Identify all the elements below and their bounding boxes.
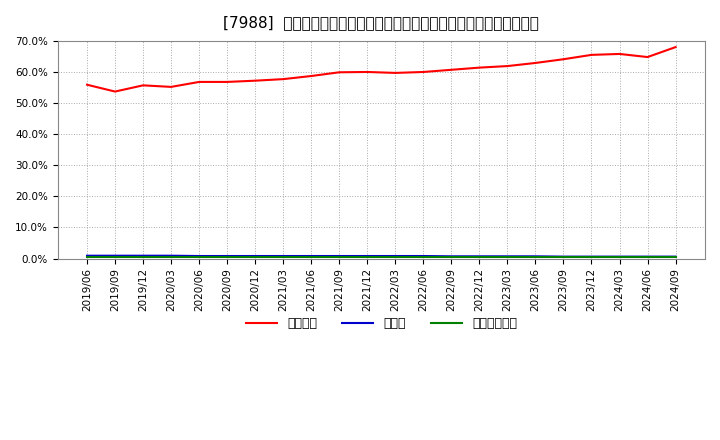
自己資本 <box>671 44 680 50</box>
繰延税金資産 <box>83 254 91 260</box>
のれん <box>307 253 315 259</box>
のれん <box>559 254 568 259</box>
繰延税金資産 <box>251 254 259 260</box>
繰延税金資産 <box>419 254 428 260</box>
自己資本 <box>391 70 400 76</box>
自己資本 <box>195 79 204 84</box>
繰延税金資産 <box>307 254 315 260</box>
自己資本 <box>447 67 456 73</box>
のれん <box>588 254 596 259</box>
繰延税金資産 <box>615 254 624 260</box>
繰延税金資産 <box>503 254 512 260</box>
のれん <box>222 253 231 259</box>
のれん <box>419 253 428 259</box>
のれん <box>195 253 204 259</box>
自己資本 <box>335 70 343 75</box>
繰延税金資産 <box>475 254 484 260</box>
自己資本 <box>111 89 120 94</box>
繰延税金資産 <box>363 254 372 260</box>
のれん <box>531 254 540 259</box>
自己資本 <box>363 70 372 75</box>
自己資本 <box>643 55 652 60</box>
Line: のれん: のれん <box>87 256 675 257</box>
自己資本 <box>615 51 624 57</box>
自己資本 <box>419 70 428 75</box>
のれん <box>111 253 120 258</box>
のれん <box>363 253 372 259</box>
繰延税金資産 <box>222 254 231 260</box>
のれん <box>83 253 91 258</box>
自己資本 <box>167 84 176 89</box>
自己資本 <box>531 60 540 66</box>
繰延税金資産 <box>167 254 176 260</box>
のれん <box>279 253 287 259</box>
自己資本 <box>83 82 91 88</box>
自己資本 <box>588 52 596 58</box>
Line: 自己資本: 自己資本 <box>87 47 675 92</box>
繰延税金資産 <box>447 254 456 260</box>
のれん <box>139 253 148 258</box>
のれん <box>475 254 484 259</box>
自己資本 <box>222 79 231 84</box>
繰延税金資産 <box>111 254 120 260</box>
自己資本 <box>475 65 484 70</box>
Legend: 自己資本, のれん, 繰延税金資産: 自己資本, のれん, 繰延税金資産 <box>240 312 522 335</box>
のれん <box>335 253 343 259</box>
繰延税金資産 <box>531 254 540 260</box>
繰延税金資産 <box>139 254 148 260</box>
繰延税金資産 <box>588 254 596 260</box>
のれん <box>615 254 624 259</box>
のれん <box>643 254 652 259</box>
繰延税金資産 <box>559 254 568 260</box>
自己資本 <box>139 83 148 88</box>
自己資本 <box>503 63 512 69</box>
繰延税金資産 <box>671 254 680 260</box>
Title: [7988]  自己資本、のれん、繰延税金資産の総資産に対する比率の推移: [7988] 自己資本、のれん、繰延税金資産の総資産に対する比率の推移 <box>223 15 539 30</box>
のれん <box>391 253 400 259</box>
のれん <box>167 253 176 258</box>
のれん <box>251 253 259 259</box>
繰延税金資産 <box>643 254 652 260</box>
自己資本 <box>559 57 568 62</box>
自己資本 <box>279 77 287 82</box>
繰延税金資産 <box>279 254 287 260</box>
のれん <box>447 254 456 259</box>
のれん <box>671 254 680 259</box>
のれん <box>503 254 512 259</box>
繰延税金資産 <box>391 254 400 260</box>
自己資本 <box>307 73 315 79</box>
繰延税金資産 <box>335 254 343 260</box>
繰延税金資産 <box>195 254 204 260</box>
自己資本 <box>251 78 259 83</box>
